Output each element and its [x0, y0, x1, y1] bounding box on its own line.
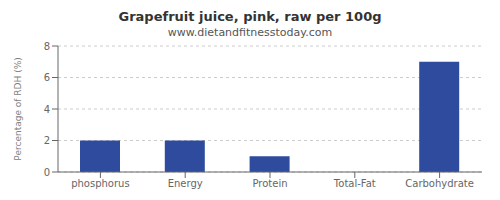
svg-text:Protein: Protein: [252, 178, 287, 189]
svg-text:2: 2: [44, 135, 50, 146]
svg-text:8: 8: [44, 41, 50, 52]
svg-text:Energy: Energy: [168, 178, 203, 189]
svg-text:6: 6: [44, 72, 50, 83]
svg-text:4: 4: [44, 104, 50, 115]
html-text:www.dietandfitnesstoday.com: www.dietandfitnesstoday.com: [167, 26, 333, 39]
svg-text:Carbohydrate: Carbohydrate: [405, 178, 474, 189]
svg-text:Total-Fat: Total-Fat: [333, 178, 376, 189]
html-text:Grapefruit juice, pink, raw pe: Grapefruit juice, pink, raw per 100g: [118, 9, 382, 24]
svg-text:phosphorus: phosphorus: [71, 178, 129, 189]
svg-text:Percentage of RDH (%): Percentage of RDH (%): [13, 57, 23, 160]
svg-text:0: 0: [44, 167, 50, 178]
